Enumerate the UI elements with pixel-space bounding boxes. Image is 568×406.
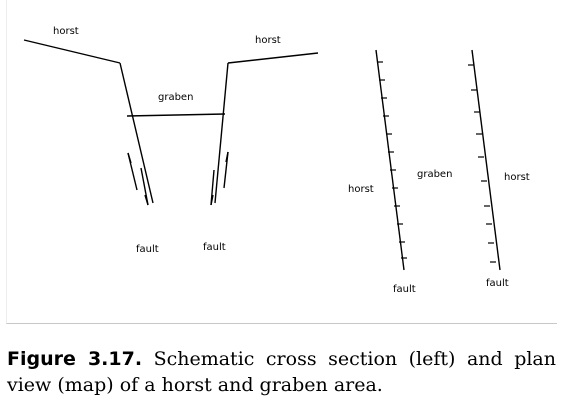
right-horst-surface [227, 52, 319, 64]
left-fault-motion-arrows [127, 152, 149, 206]
right-fault-plane [214, 62, 229, 204]
plan-left-fault-ticks [377, 61, 407, 259]
plan-fault-right-label: fault [486, 278, 509, 289]
figure-panel [6, 0, 557, 324]
plan-view: horst graben horst fault fault [348, 49, 530, 295]
figure-caption: Figure 3.17. Schematic cross section (le… [7, 346, 556, 398]
caption-text: Schematic cross section (left) and plan … [7, 348, 556, 396]
cross-section-fault-left-label: fault [136, 244, 159, 255]
figure-label: Figure 3.17. [7, 348, 143, 370]
cross-section: horst horst graben fault fault [23, 26, 319, 255]
cross-section-fault-right-label: fault [203, 242, 226, 253]
graben-floor [126, 113, 226, 117]
left-fault-plane [119, 62, 154, 204]
right-fault-motion-arrows [210, 151, 229, 206]
left-horst-surface [23, 39, 121, 64]
cross-section-graben-label: graben [158, 92, 193, 103]
plan-right-fault-ticks [468, 64, 496, 263]
plan-graben-label: graben [417, 169, 452, 180]
plan-left-fault-trace [375, 49, 405, 271]
plan-horst-right-label: horst [504, 172, 530, 183]
plan-fault-left-label: fault [393, 284, 416, 295]
cross-section-horst-left-label: horst [53, 26, 79, 37]
plan-horst-left-label: horst [348, 184, 374, 195]
cross-section-horst-right-label: horst [255, 35, 281, 46]
horst-graben-diagram: horst horst graben fault fault [23, 26, 530, 295]
plan-right-fault-trace [471, 49, 501, 271]
